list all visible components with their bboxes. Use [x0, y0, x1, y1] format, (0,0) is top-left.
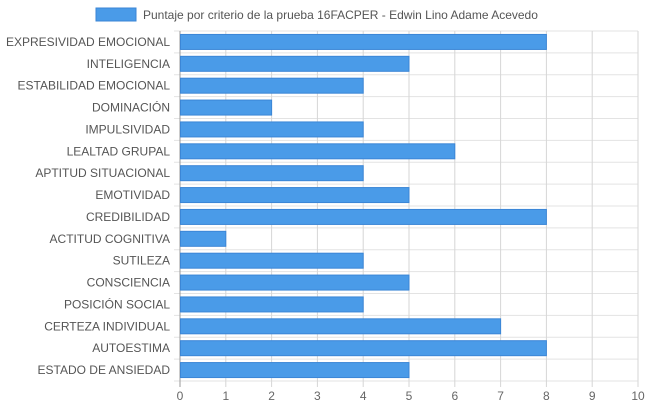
bar[interactable]: [180, 208, 547, 225]
x-tick-label: 7: [497, 389, 504, 403]
category-label: APTITUD SITUACIONAL: [35, 166, 170, 180]
bars: [180, 33, 547, 379]
category-label: CERTEZA INDIVIDUAL: [44, 319, 170, 333]
bar[interactable]: [180, 362, 410, 379]
category-label: INTELIGENCIA: [87, 57, 170, 71]
category-label: SUTILEZA: [113, 254, 170, 268]
bar[interactable]: [180, 296, 364, 313]
legend[interactable]: Puntaje por criterio de la prueba 16FACP…: [95, 7, 538, 22]
bar[interactable]: [180, 340, 547, 357]
category-label: CREDIBILIDAD: [86, 210, 170, 224]
category-label: DOMINACIÓN: [92, 100, 170, 115]
bar[interactable]: [180, 77, 364, 94]
bar[interactable]: [180, 252, 364, 269]
bar[interactable]: [180, 99, 273, 116]
category-label: EMOTIVIDAD: [95, 188, 170, 202]
x-tick-labels: 0 1 2 3 4 5 6 7 8 9 10: [177, 389, 645, 403]
x-tick-label: 1: [222, 389, 229, 403]
x-tick-label: 2: [268, 389, 275, 403]
bar[interactable]: [180, 121, 364, 138]
bar[interactable]: [180, 318, 502, 335]
x-tick-label: 3: [314, 389, 321, 403]
bar[interactable]: [180, 165, 364, 182]
category-label: EXPRESIVIDAD EMOCIONAL: [6, 35, 170, 49]
category-label: AUTOESTIMA: [92, 341, 170, 355]
x-tick-label: 5: [406, 389, 413, 403]
bar[interactable]: [180, 187, 410, 204]
legend-label: Puntaje por criterio de la prueba 16FACP…: [143, 8, 538, 22]
bar[interactable]: [180, 33, 547, 50]
x-tick-label: 8: [543, 389, 550, 403]
bar[interactable]: [180, 230, 227, 247]
x-tick-label: 10: [631, 389, 645, 403]
category-label: ESTABILIDAD EMOCIONAL: [18, 79, 171, 93]
category-label: ESTADO DE ANSIEDAD: [38, 363, 171, 377]
bar[interactable]: [180, 274, 410, 291]
category-label: LEALTAD GRUPAL: [67, 144, 171, 158]
category-label: POSICIÓN SOCIAL: [64, 296, 170, 311]
x-tick-label: 4: [360, 389, 367, 403]
bar[interactable]: [180, 55, 410, 72]
x-tick-label: 6: [451, 389, 458, 403]
x-tick-label: 9: [589, 389, 596, 403]
bar[interactable]: [180, 143, 456, 160]
category-label: IMPULSIVIDAD: [85, 122, 170, 136]
category-label: ACTITUD COGNITIVA: [50, 232, 170, 246]
legend-swatch[interactable]: [95, 7, 137, 22]
category-labels: EXPRESIVIDAD EMOCIONAL INTELIGENCIA ESTABI…: [6, 35, 170, 377]
x-tick-label: 0: [177, 389, 184, 403]
category-label: CONSCIENCIA: [87, 276, 170, 290]
